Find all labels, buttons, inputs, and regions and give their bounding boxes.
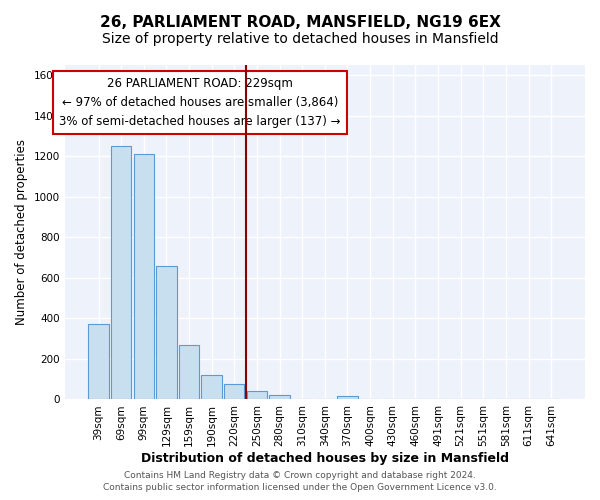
Text: 26 PARLIAMENT ROAD: 229sqm
← 97% of detached houses are smaller (3,864)
3% of se: 26 PARLIAMENT ROAD: 229sqm ← 97% of deta… xyxy=(59,76,341,128)
Text: Contains HM Land Registry data © Crown copyright and database right 2024.
Contai: Contains HM Land Registry data © Crown c… xyxy=(103,471,497,492)
X-axis label: Distribution of detached houses by size in Mansfield: Distribution of detached houses by size … xyxy=(141,452,509,465)
Bar xyxy=(337,396,358,400)
Bar xyxy=(88,324,109,400)
Bar xyxy=(247,392,267,400)
Bar xyxy=(134,154,154,400)
Bar xyxy=(179,344,199,400)
Y-axis label: Number of detached properties: Number of detached properties xyxy=(15,139,28,325)
Bar xyxy=(224,384,244,400)
Text: Size of property relative to detached houses in Mansfield: Size of property relative to detached ho… xyxy=(101,32,499,46)
Bar xyxy=(202,375,222,400)
Bar xyxy=(111,146,131,400)
Text: 26, PARLIAMENT ROAD, MANSFIELD, NG19 6EX: 26, PARLIAMENT ROAD, MANSFIELD, NG19 6EX xyxy=(100,15,500,30)
Bar xyxy=(156,266,176,400)
Bar xyxy=(269,396,290,400)
